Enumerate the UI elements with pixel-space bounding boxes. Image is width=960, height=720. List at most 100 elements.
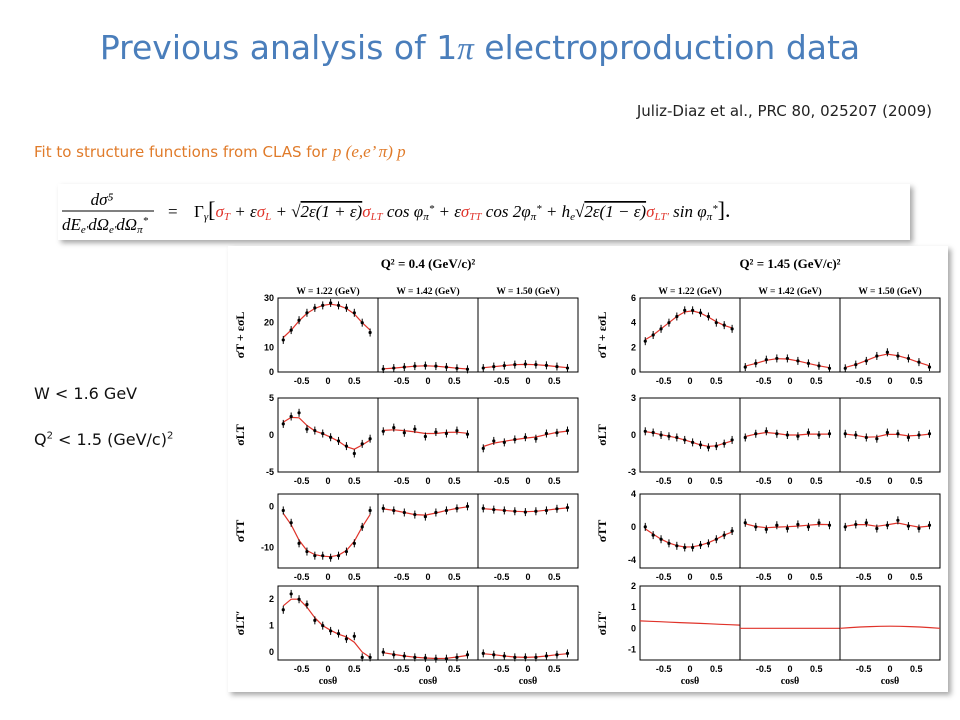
data-point — [523, 435, 527, 439]
data-point — [722, 442, 726, 446]
data-point — [843, 366, 847, 370]
plot-panel — [277, 585, 379, 661]
data-point — [321, 624, 325, 628]
data-point — [806, 430, 811, 435]
data-point — [313, 618, 317, 622]
data-point — [413, 364, 417, 368]
data-point — [513, 363, 517, 367]
data-point — [927, 523, 932, 527]
data-point — [305, 602, 309, 607]
data-point — [281, 422, 285, 426]
data-point — [785, 433, 789, 437]
fit-process: p (e,e’ π) p — [332, 142, 406, 161]
data-point — [691, 308, 695, 312]
data-point — [651, 333, 655, 337]
data-point — [659, 537, 663, 541]
data-point — [289, 521, 293, 525]
data-point — [502, 440, 506, 444]
y-tick-label: -3 — [628, 467, 636, 477]
data-point — [885, 523, 889, 527]
data-point — [313, 428, 317, 433]
data-point — [796, 434, 800, 438]
data-point — [502, 654, 506, 658]
x-tick-label: -0.5 — [394, 572, 410, 582]
x-tick-label: 0 — [525, 476, 530, 486]
title-pi-symbol: π — [457, 31, 474, 67]
data-point — [368, 330, 372, 335]
y-tick-label: 0 — [631, 367, 636, 377]
fit-text: Fit to structure functions from CLAS for — [34, 143, 327, 161]
figure-svg: Q² = 0.4 (GeV/c)² W = 1.22 (GeV) W = 1.42 … — [233, 256, 941, 687]
x-tick-label: 0 — [325, 376, 330, 386]
data-point — [321, 431, 325, 436]
y-tick-label: 6 — [631, 293, 636, 303]
data-point — [698, 311, 703, 315]
formula-equals: = — [168, 202, 178, 221]
data-point — [502, 363, 506, 368]
plot-panel — [377, 397, 479, 473]
x-tick-label: 0.5 — [548, 376, 561, 386]
y-tick-label: 0 — [269, 647, 274, 657]
x-tick-label: 0 — [687, 376, 692, 386]
x-tick-label: -0.5 — [294, 664, 310, 674]
plot-panel — [377, 585, 479, 661]
x-tick-label: 0 — [425, 376, 430, 386]
x-tick-label: 0.5 — [548, 476, 561, 486]
x-tick-label: -0.5 — [656, 476, 672, 486]
data-point — [875, 354, 879, 358]
plot-panel — [377, 297, 479, 373]
data-point — [885, 350, 889, 354]
row-label: σT + εσL — [595, 312, 609, 359]
data-point — [455, 366, 459, 370]
title-text-start: Previous analysis of 1 — [99, 28, 458, 67]
data-point — [917, 526, 921, 531]
data-point — [434, 657, 438, 661]
x-axis-title: cosθ — [881, 676, 900, 687]
data-point — [706, 445, 711, 449]
row-label: σTT — [595, 520, 609, 543]
x-tick-label: 0 — [787, 572, 792, 582]
x-tick-label: 0 — [887, 376, 892, 386]
data-point — [864, 521, 868, 525]
data-point — [465, 432, 470, 436]
x-tick-label: 0 — [425, 572, 430, 582]
y-tick-label: 4 — [631, 489, 636, 499]
formula-rhs: Γγ[σT + εσL + √2ε(1 + ε)σLT cos φπ* + εσ… — [194, 197, 730, 223]
data-point — [321, 554, 325, 558]
data-point — [796, 359, 800, 363]
data-point — [481, 651, 485, 655]
data-point — [764, 429, 768, 433]
fit-curve — [644, 528, 733, 548]
data-point — [730, 327, 734, 331]
data-point — [297, 411, 301, 415]
data-point — [643, 429, 647, 433]
x-tick-label: -0.5 — [494, 376, 510, 386]
data-point — [492, 653, 496, 657]
data-point — [906, 524, 911, 528]
data-point — [714, 537, 718, 541]
x-tick-label: 0.5 — [448, 376, 461, 386]
data-point — [289, 328, 293, 332]
plot-panel — [477, 493, 579, 569]
x-tick-label: 0.5 — [810, 572, 823, 582]
x-tick-label: 0.5 — [810, 376, 823, 386]
data-point — [381, 367, 385, 371]
title-text-end: electroproduction data — [473, 28, 861, 67]
x-tick-label: -0.5 — [294, 376, 310, 386]
formula-lhs-denominator: dEe′dΩe′dΩπ* — [62, 215, 149, 236]
data-point — [785, 356, 789, 361]
x-axis-title: cosθ — [419, 676, 438, 687]
row-label: σT + εσL — [233, 312, 247, 359]
x-tick-label: 0 — [425, 476, 430, 486]
y-tick-label: -5 — [266, 467, 274, 477]
data-point — [329, 629, 333, 633]
data-point — [854, 363, 858, 367]
x-axis-title: cosθ — [519, 676, 538, 687]
data-point — [392, 508, 396, 513]
data-point — [544, 363, 549, 367]
data-point — [675, 544, 679, 548]
y-tick-label: 30 — [264, 293, 274, 303]
plot-panel — [739, 493, 841, 569]
data-point — [392, 653, 396, 657]
data-point — [360, 655, 364, 659]
